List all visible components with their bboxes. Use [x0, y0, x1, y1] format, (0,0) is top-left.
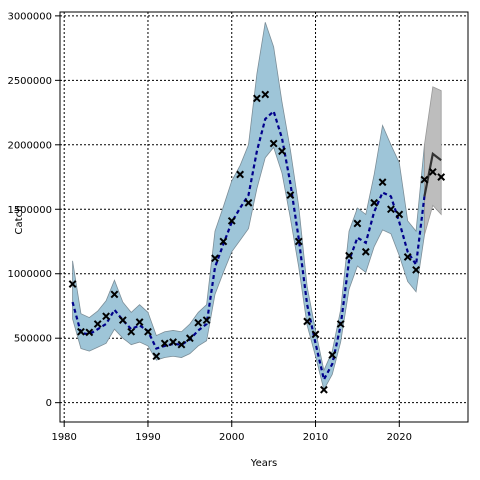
observed-point: [278, 147, 286, 156]
y-tick-label: 500000: [14, 334, 52, 345]
y-tick-label: 2000000: [7, 140, 52, 151]
observed-point: [77, 327, 85, 336]
forecast-observed-point: [437, 173, 446, 181]
observed-point: [319, 385, 328, 394]
observed-point: [303, 317, 312, 326]
observed-point: [169, 338, 178, 346]
observed-point: [85, 328, 94, 337]
observed-point: [68, 280, 77, 288]
x-tick-label: 1980: [51, 432, 76, 443]
observed-point: [361, 247, 370, 256]
observed-point: [261, 90, 270, 99]
forecast-observed-point: [428, 167, 437, 176]
observed-point: [378, 178, 387, 187]
observed-point: [118, 316, 127, 325]
observed-point: [177, 340, 186, 349]
observed-point: [336, 320, 345, 328]
observed-point: [219, 237, 228, 246]
observed-point: [102, 312, 110, 321]
x-tick-label: 2000: [219, 432, 244, 443]
observed-point: [395, 210, 404, 219]
fit-line: [71, 109, 426, 383]
x-axis-title: Years: [250, 458, 277, 469]
observed-point: [110, 290, 119, 299]
observed-point: [403, 253, 412, 261]
observed-point: [294, 237, 303, 246]
observed-point: [252, 94, 261, 103]
observed-point: [93, 320, 102, 328]
observed-point: [152, 352, 161, 361]
observed-points-layer: [68, 90, 446, 394]
y-axis-title: Catch: [14, 206, 25, 235]
observed-point: [370, 198, 379, 207]
observed-point: [236, 170, 245, 179]
plot-frame: [59, 11, 469, 423]
observed-point: [328, 351, 337, 359]
observed-point: [211, 254, 219, 263]
forecast-band: [424, 86, 442, 236]
observed-point: [345, 251, 353, 260]
observed-point: [311, 330, 320, 339]
observed-point: [160, 339, 169, 348]
observed-point: [202, 316, 211, 325]
y-tick-label: 1500000: [7, 205, 52, 216]
axis-layer: 1980 1990 2000 2010 2020 0 500000 1000000 150000…: [7, 11, 412, 443]
x-tick-label: 1990: [135, 432, 160, 443]
x-tick-label: 2020: [387, 432, 412, 443]
observed-point: [269, 139, 278, 148]
observed-point: [194, 318, 203, 327]
observed-point: [144, 327, 152, 336]
y-tick-label: 1000000: [7, 269, 52, 280]
observed-point: [412, 265, 420, 274]
y-tick-label: 3000000: [7, 11, 52, 22]
y-tick-label: 2500000: [7, 76, 52, 87]
observed-point: [420, 175, 429, 184]
observed-point: [387, 205, 395, 214]
observed-point: [286, 191, 295, 199]
observed-point: [185, 334, 194, 343]
observed-point: [244, 198, 253, 207]
observed-point: [135, 318, 144, 326]
y-tick-label: 0: [46, 398, 52, 409]
x-tick-label: 2010: [303, 432, 328, 443]
confidence-band-layer: [72, 22, 442, 391]
observed-point: [353, 219, 362, 228]
observed-point: [227, 216, 236, 225]
observed-point: [127, 327, 136, 336]
